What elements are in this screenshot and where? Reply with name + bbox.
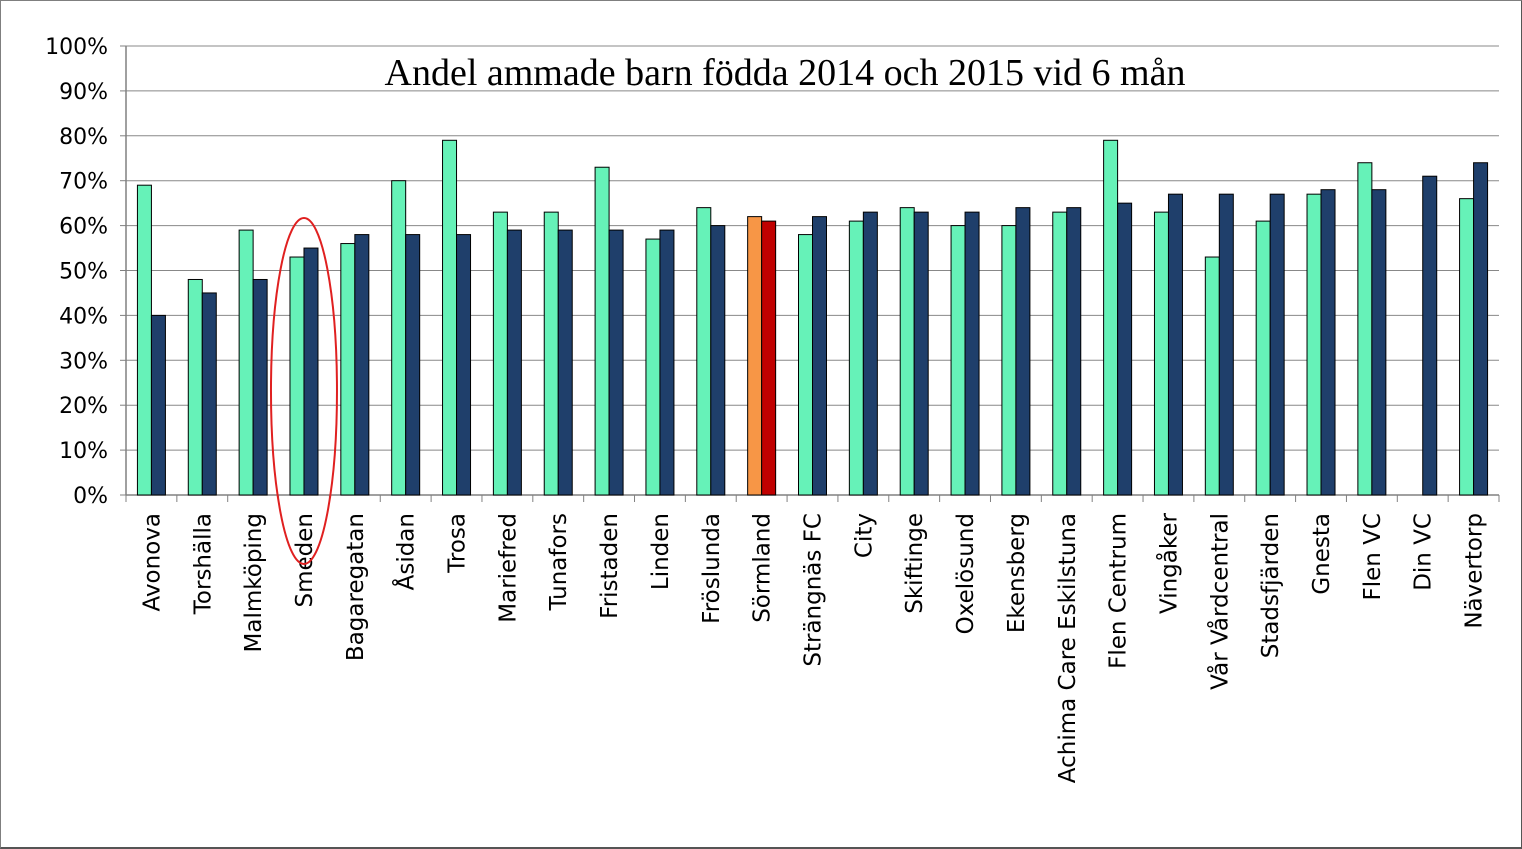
bar-series2-10: [659, 229, 675, 496]
bar-series2-24: [1371, 189, 1387, 496]
x-category-label: Strängnäs FC: [801, 513, 827, 667]
y-tick-label: 0%: [73, 484, 108, 509]
bar-series2-21: [1218, 193, 1234, 496]
x-category-label: Torshälla: [190, 513, 216, 615]
x-category-label: Tunafors: [546, 513, 572, 611]
bar-series2-20: [1167, 193, 1183, 496]
bar-series1-21: [1204, 256, 1220, 496]
bar-series1-0: [136, 184, 152, 496]
bar-series1-5: [391, 180, 407, 496]
bar-series2-7: [506, 229, 522, 496]
x-category-label: Nävertorp: [1462, 513, 1488, 629]
x-category-label: Stadsfjärden: [1258, 513, 1284, 658]
x-category-label: Mariefred: [495, 513, 521, 623]
y-tick-label: 10%: [59, 439, 108, 464]
x-category-label: Fröslunda: [699, 513, 725, 624]
x-category-label: Achima Care Eskilstuna: [1055, 513, 1081, 783]
bar-series2-18: [1066, 207, 1082, 496]
x-category-label: Din VC: [1411, 513, 1437, 591]
bar-series1-2: [238, 229, 254, 496]
bar-series1-1: [187, 278, 203, 496]
y-tick-label: 60%: [59, 215, 108, 240]
bar-series1-12: [747, 216, 763, 496]
bar-series1-7: [492, 211, 508, 496]
bar-series2-14: [862, 211, 878, 496]
bar-series1-18: [1052, 211, 1068, 496]
bar-series2-11: [710, 225, 726, 496]
bar-series2-12: [761, 220, 777, 496]
chart-title: Andel ammade barn födda 2014 och 2015 vi…: [385, 52, 1186, 94]
y-tick-label: 80%: [59, 125, 108, 150]
bar-series2-4: [354, 234, 370, 496]
bar-series2-22: [1269, 193, 1285, 496]
y-tick-label: 70%: [59, 170, 108, 195]
y-tick-label: 100%: [45, 35, 108, 60]
bar-series1-6: [442, 139, 458, 496]
bar-series1-20: [1153, 211, 1169, 496]
bar-series2-19: [1117, 202, 1133, 496]
bar-series2-17: [1015, 207, 1031, 496]
bar-series2-1: [201, 292, 217, 496]
highlight-ellipse: [269, 217, 338, 565]
bar-series2-0: [150, 314, 166, 496]
bar-series2-15: [913, 211, 929, 496]
bar-series1-22: [1255, 220, 1271, 496]
bar-series1-26: [1459, 198, 1475, 496]
bar-series2-16: [964, 211, 980, 496]
x-category-label: Fristaden: [597, 513, 623, 619]
bar-series2-25: [1422, 175, 1438, 496]
bar-series1-3: [289, 256, 305, 496]
x-category-label: Ekensberg: [1004, 513, 1030, 633]
y-tick-label: 90%: [59, 80, 108, 105]
bar-series2-9: [608, 229, 624, 496]
bar-series1-17: [1001, 225, 1017, 496]
x-category-label: Vingåker: [1154, 512, 1182, 614]
x-category-label: Linden: [648, 513, 674, 590]
x-category-label: City: [851, 513, 877, 558]
bar-series2-6: [456, 234, 472, 496]
y-tick-label: 50%: [59, 260, 108, 285]
bar-series1-10: [645, 238, 661, 496]
y-tick-label: 20%: [59, 394, 108, 419]
bar-series1-23: [1306, 193, 1322, 496]
x-category-label: Trosa: [445, 513, 471, 574]
bar-series1-19: [1103, 139, 1119, 496]
x-category-label: Vår Vårdcentral: [1205, 513, 1233, 690]
bar-series2-23: [1320, 189, 1336, 496]
x-category-label: Sörmland: [750, 513, 776, 623]
x-category-label: Oxelösund: [953, 513, 979, 634]
y-tick-label: 30%: [59, 349, 108, 374]
x-category-label: Malmköping: [241, 513, 267, 652]
bar-series2-5: [405, 234, 421, 496]
bar-series1-11: [696, 207, 712, 496]
bar-series2-8: [557, 229, 573, 496]
x-category-label: Åsidan: [392, 513, 420, 590]
x-category-label: Gnesta: [1309, 513, 1335, 595]
bar-series1-15: [899, 207, 915, 496]
bar-series2-26: [1473, 162, 1489, 496]
x-category-label: Flen VC: [1360, 513, 1386, 600]
x-category-label: Flen Centrum: [1106, 513, 1132, 669]
y-tick-label: 40%: [59, 304, 108, 329]
bar-series1-16: [950, 225, 966, 496]
bar-series1-8: [543, 211, 559, 496]
bar-series1-9: [594, 166, 610, 496]
bar-series1-4: [340, 243, 356, 496]
bar-series1-24: [1357, 162, 1373, 496]
x-category-label: Skiftinge: [902, 513, 928, 614]
x-category-label: Bagaregatan: [343, 513, 369, 661]
bar-series1-13: [798, 234, 813, 496]
bar-series1-14: [848, 220, 864, 496]
bar-series2-3: [303, 247, 319, 496]
x-category-label: Avonova: [139, 513, 165, 611]
bar-series2-2: [252, 278, 268, 496]
bar-series2-13: [812, 216, 827, 496]
